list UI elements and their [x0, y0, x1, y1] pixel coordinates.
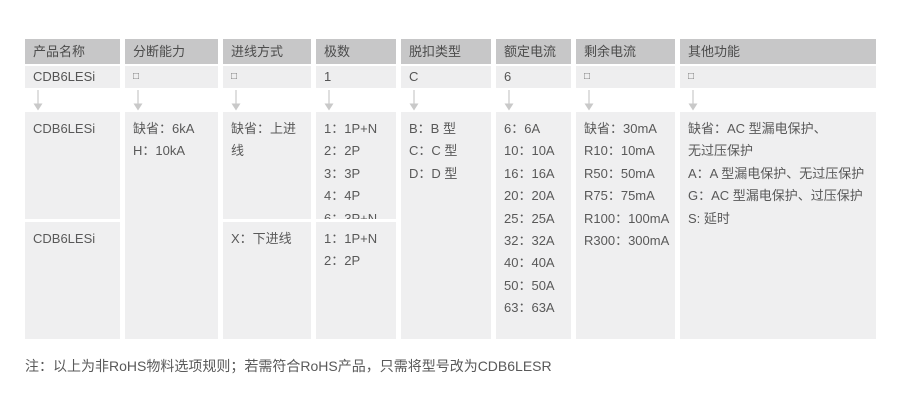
down-arrow-icon: [680, 88, 876, 112]
down-arrow-icon: [25, 88, 120, 112]
down-arrow-icon: [125, 88, 218, 112]
option-cell-poles-row2: 1：1P+N 2：2P: [316, 222, 396, 339]
option-cell-poles-row1: 1：1P+N 2：2P 3：3P 4：4P 6：3P+N: [316, 112, 396, 219]
down-arrow-icon: [496, 88, 571, 112]
header-residual-current: 剩余电流: [576, 39, 675, 64]
rohs-footnote: 注：以上为非RoHS物料选项规则；若需符合RoHS产品，只需将型号改为CDB6L…: [25, 358, 552, 374]
option-cell-other-functions: 缺省：AC 型漏电保护、 无过压保护 A：A 型漏电保护、无过压保护 G：AC …: [680, 112, 876, 339]
model-code-trip-type: C: [401, 66, 491, 88]
model-selection-table: 产品名称 分断能力 进线方式 极数 脱扣类型 额定电流 剩余电流 其他功能 CD…: [25, 39, 876, 339]
header-other-functions: 其他功能: [680, 39, 876, 64]
option-cell-rated-current: 6：6A 10：10A 16：16A 20：20A 25：25A 32：32A …: [496, 112, 571, 339]
down-arrow-icon: [223, 88, 311, 112]
model-code-wiring: □: [223, 66, 311, 88]
down-arrow-icon: [576, 88, 675, 112]
header-breaking-capacity: 分断能力: [125, 39, 218, 64]
model-code-rated-current: 6: [496, 66, 571, 88]
model-code-residual-current: □: [576, 66, 675, 88]
model-code-breaking-capacity: □: [125, 66, 218, 88]
header-trip-type: 脱扣类型: [401, 39, 491, 64]
header-product-name: 产品名称: [25, 39, 120, 64]
down-arrow-icon: [316, 88, 396, 112]
option-cell-wiring-row1: 缺省：上进线: [223, 112, 311, 219]
option-cell-wiring-row2: X：下进线: [223, 222, 311, 339]
option-cell-trip-type: B：B 型 C：C 型 D：D 型: [401, 112, 491, 339]
model-code-other-functions: □: [680, 66, 876, 88]
option-cell-product-row1: CDB6LESi: [25, 112, 120, 219]
down-arrow-icon: [401, 88, 491, 112]
header-poles: 极数: [316, 39, 396, 64]
option-cell-product-row2: CDB6LESi: [25, 222, 120, 339]
model-code-poles: 1: [316, 66, 396, 88]
option-cell-residual-current: 缺省：30mA R10：10mA R50：50mA R75：75mA R100：…: [576, 112, 675, 339]
header-wiring-method: 进线方式: [223, 39, 311, 64]
option-cell-breaking-capacity: 缺省：6kA H：10kA: [125, 112, 218, 339]
model-code-product: CDB6LESi: [25, 66, 120, 88]
header-rated-current: 额定电流: [496, 39, 571, 64]
